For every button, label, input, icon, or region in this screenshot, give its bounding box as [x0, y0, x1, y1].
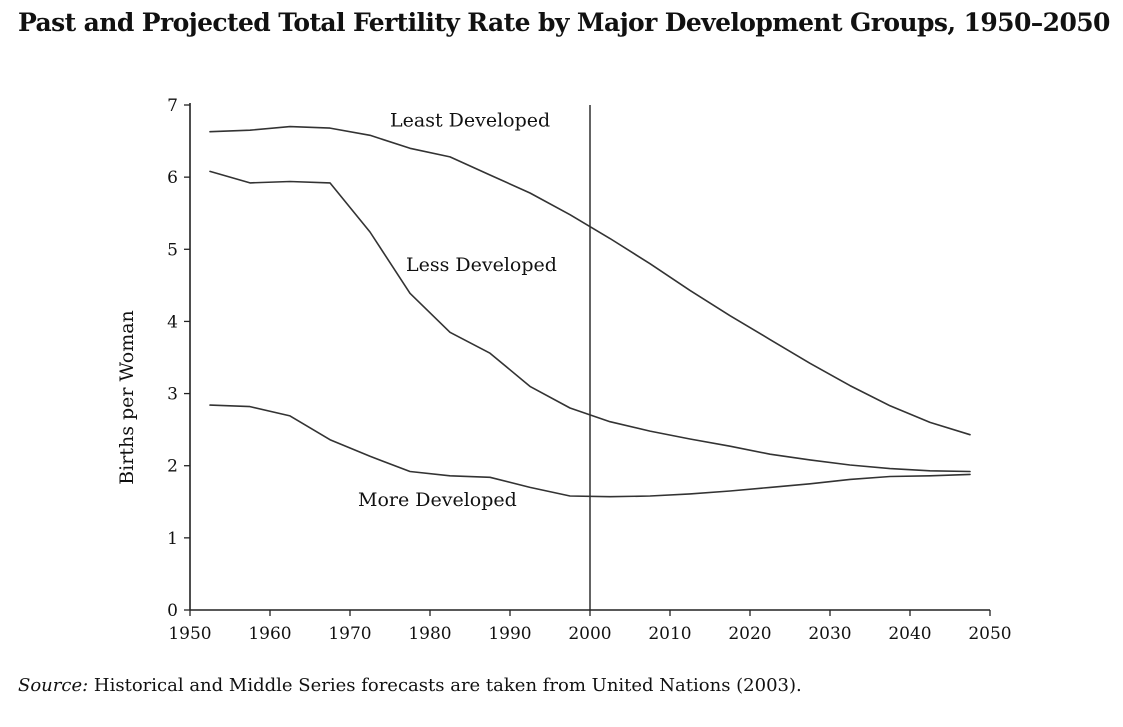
series-lines	[209, 125, 971, 498]
x-tick-label: 1970	[328, 624, 371, 644]
x-tick-label: 2030	[808, 624, 851, 644]
y-tick-label: 5	[167, 240, 178, 260]
y-tick-label: 0	[167, 601, 178, 621]
series-label-more-developed: More Developed	[358, 489, 517, 511]
series-label-least-developed: Least Developed	[390, 110, 550, 132]
x-tick-label: 1990	[488, 624, 531, 644]
series-line-least-developed	[209, 125, 971, 436]
x-tick-label: 2050	[968, 624, 1011, 644]
y-tick-label: 2	[167, 457, 178, 477]
source-text: Historical and Middle Series forecasts a…	[93, 675, 802, 696]
x-tick-label: 2000	[568, 624, 611, 644]
y-tick-label: 7	[167, 96, 178, 116]
x-tick-label: 1950	[168, 624, 211, 644]
y-tick-label: 3	[167, 385, 178, 405]
x-tick-label: 2040	[888, 624, 931, 644]
tick-labels: 1950 1960 1970 1980 1990 2000 2010 2020 2030 2040…	[167, 96, 1011, 644]
y-tick-label: 6	[167, 168, 178, 188]
axes	[184, 103, 991, 616]
y-tick-label: 4	[167, 312, 178, 332]
source-note: Source: Historical and Middle Series for…	[18, 675, 1108, 696]
x-tick-label: 2020	[728, 624, 771, 644]
y-axis-label: Births per Woman	[116, 310, 138, 485]
series-labels: Least Developed Less Developed More Develo…	[358, 110, 557, 511]
y-tick-label: 1	[167, 529, 178, 549]
source-label: Source:	[18, 675, 89, 696]
x-tick-label: 1960	[248, 624, 291, 644]
series-line-more-developed	[209, 404, 971, 498]
x-tick-label: 2010	[648, 624, 691, 644]
series-line-less-developed	[209, 170, 971, 473]
chart-title: Past and Projected Total Fertility Rate …	[18, 8, 1110, 37]
series-label-less-developed: Less Developed	[406, 254, 557, 276]
y-axis-label-layer: Births per Woman	[116, 310, 138, 485]
fertility-line-chart: 1950 1960 1970 1980 1990 2000 2010 2020 2030 2040…	[116, 96, 1012, 644]
x-tick-label: 1980	[408, 624, 451, 644]
